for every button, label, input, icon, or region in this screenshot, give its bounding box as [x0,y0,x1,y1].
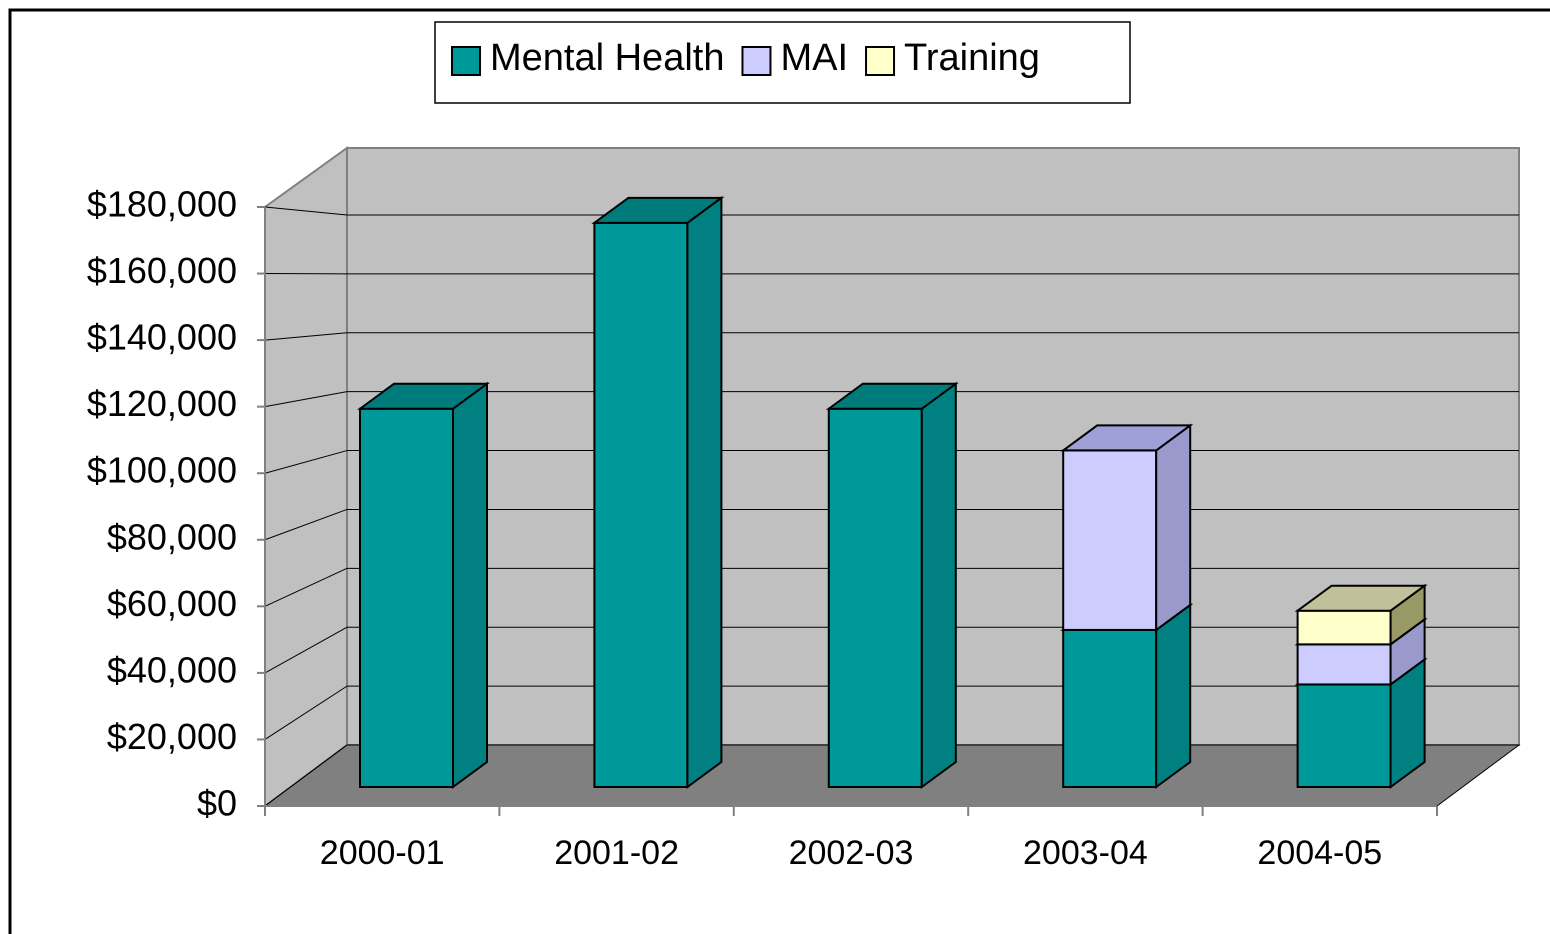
x-tick-label: 2001-02 [554,834,679,872]
legend-swatch [741,46,772,76]
y-tick-label: $120,000 [87,383,237,424]
y-tick-label: $80,000 [107,516,237,557]
bar-side [1155,602,1192,789]
bar-front [1296,683,1392,789]
x-tick-label: 2004-05 [1257,834,1382,872]
x-tick-label: 2000-01 [320,834,445,872]
grid-line [264,206,348,216]
legend [434,21,1131,104]
bar-front [827,407,923,788]
bar-top [356,382,491,410]
grid-line [264,685,348,740]
x-tick-label: 2002-03 [789,834,914,872]
bar-front [1296,609,1392,646]
bar-side [920,381,957,789]
bar-segment [1294,583,1428,647]
side-wall [264,146,348,808]
y-tick-label: $180,000 [87,184,237,225]
grid-line [264,567,348,607]
y-tick-label: $60,000 [107,583,237,624]
bar-front [359,407,454,788]
grid-line [264,626,348,674]
x-tick-label: 2003-04 [1023,834,1148,872]
grid-line [264,332,348,341]
grid-line [264,391,348,408]
bar-segment [825,381,959,789]
legend-swatch [451,46,481,76]
grid-line [264,450,348,474]
y-tick-label: $0 [197,783,237,824]
y-tick-label: $160,000 [87,250,237,291]
bar-top [1294,584,1428,612]
legend-label: MAI [780,37,848,79]
bar-front [1062,628,1158,789]
grid-line [264,744,348,807]
bar-side [452,381,488,789]
bar-segment [1060,423,1194,632]
legend-swatch [865,46,896,76]
bar-front [593,221,689,789]
y-tick-label: $20,000 [107,716,237,757]
bar-top [1060,424,1194,452]
bar-segment [1060,602,1194,789]
bar-top [825,382,959,410]
bar-side [1155,423,1192,632]
bar-side [686,195,723,789]
legend-label: Mental Health [490,37,724,79]
bar-segment [356,381,491,789]
bar-front [1062,449,1158,631]
grid-line [264,508,348,541]
legend-label: Training [904,37,1040,79]
bar-top [591,196,725,224]
y-tick-label: $100,000 [87,450,237,491]
y-tick-label: $40,000 [107,649,237,690]
bar-front [1296,643,1392,686]
bar-segment [591,195,725,789]
y-tick-label: $140,000 [87,317,237,358]
